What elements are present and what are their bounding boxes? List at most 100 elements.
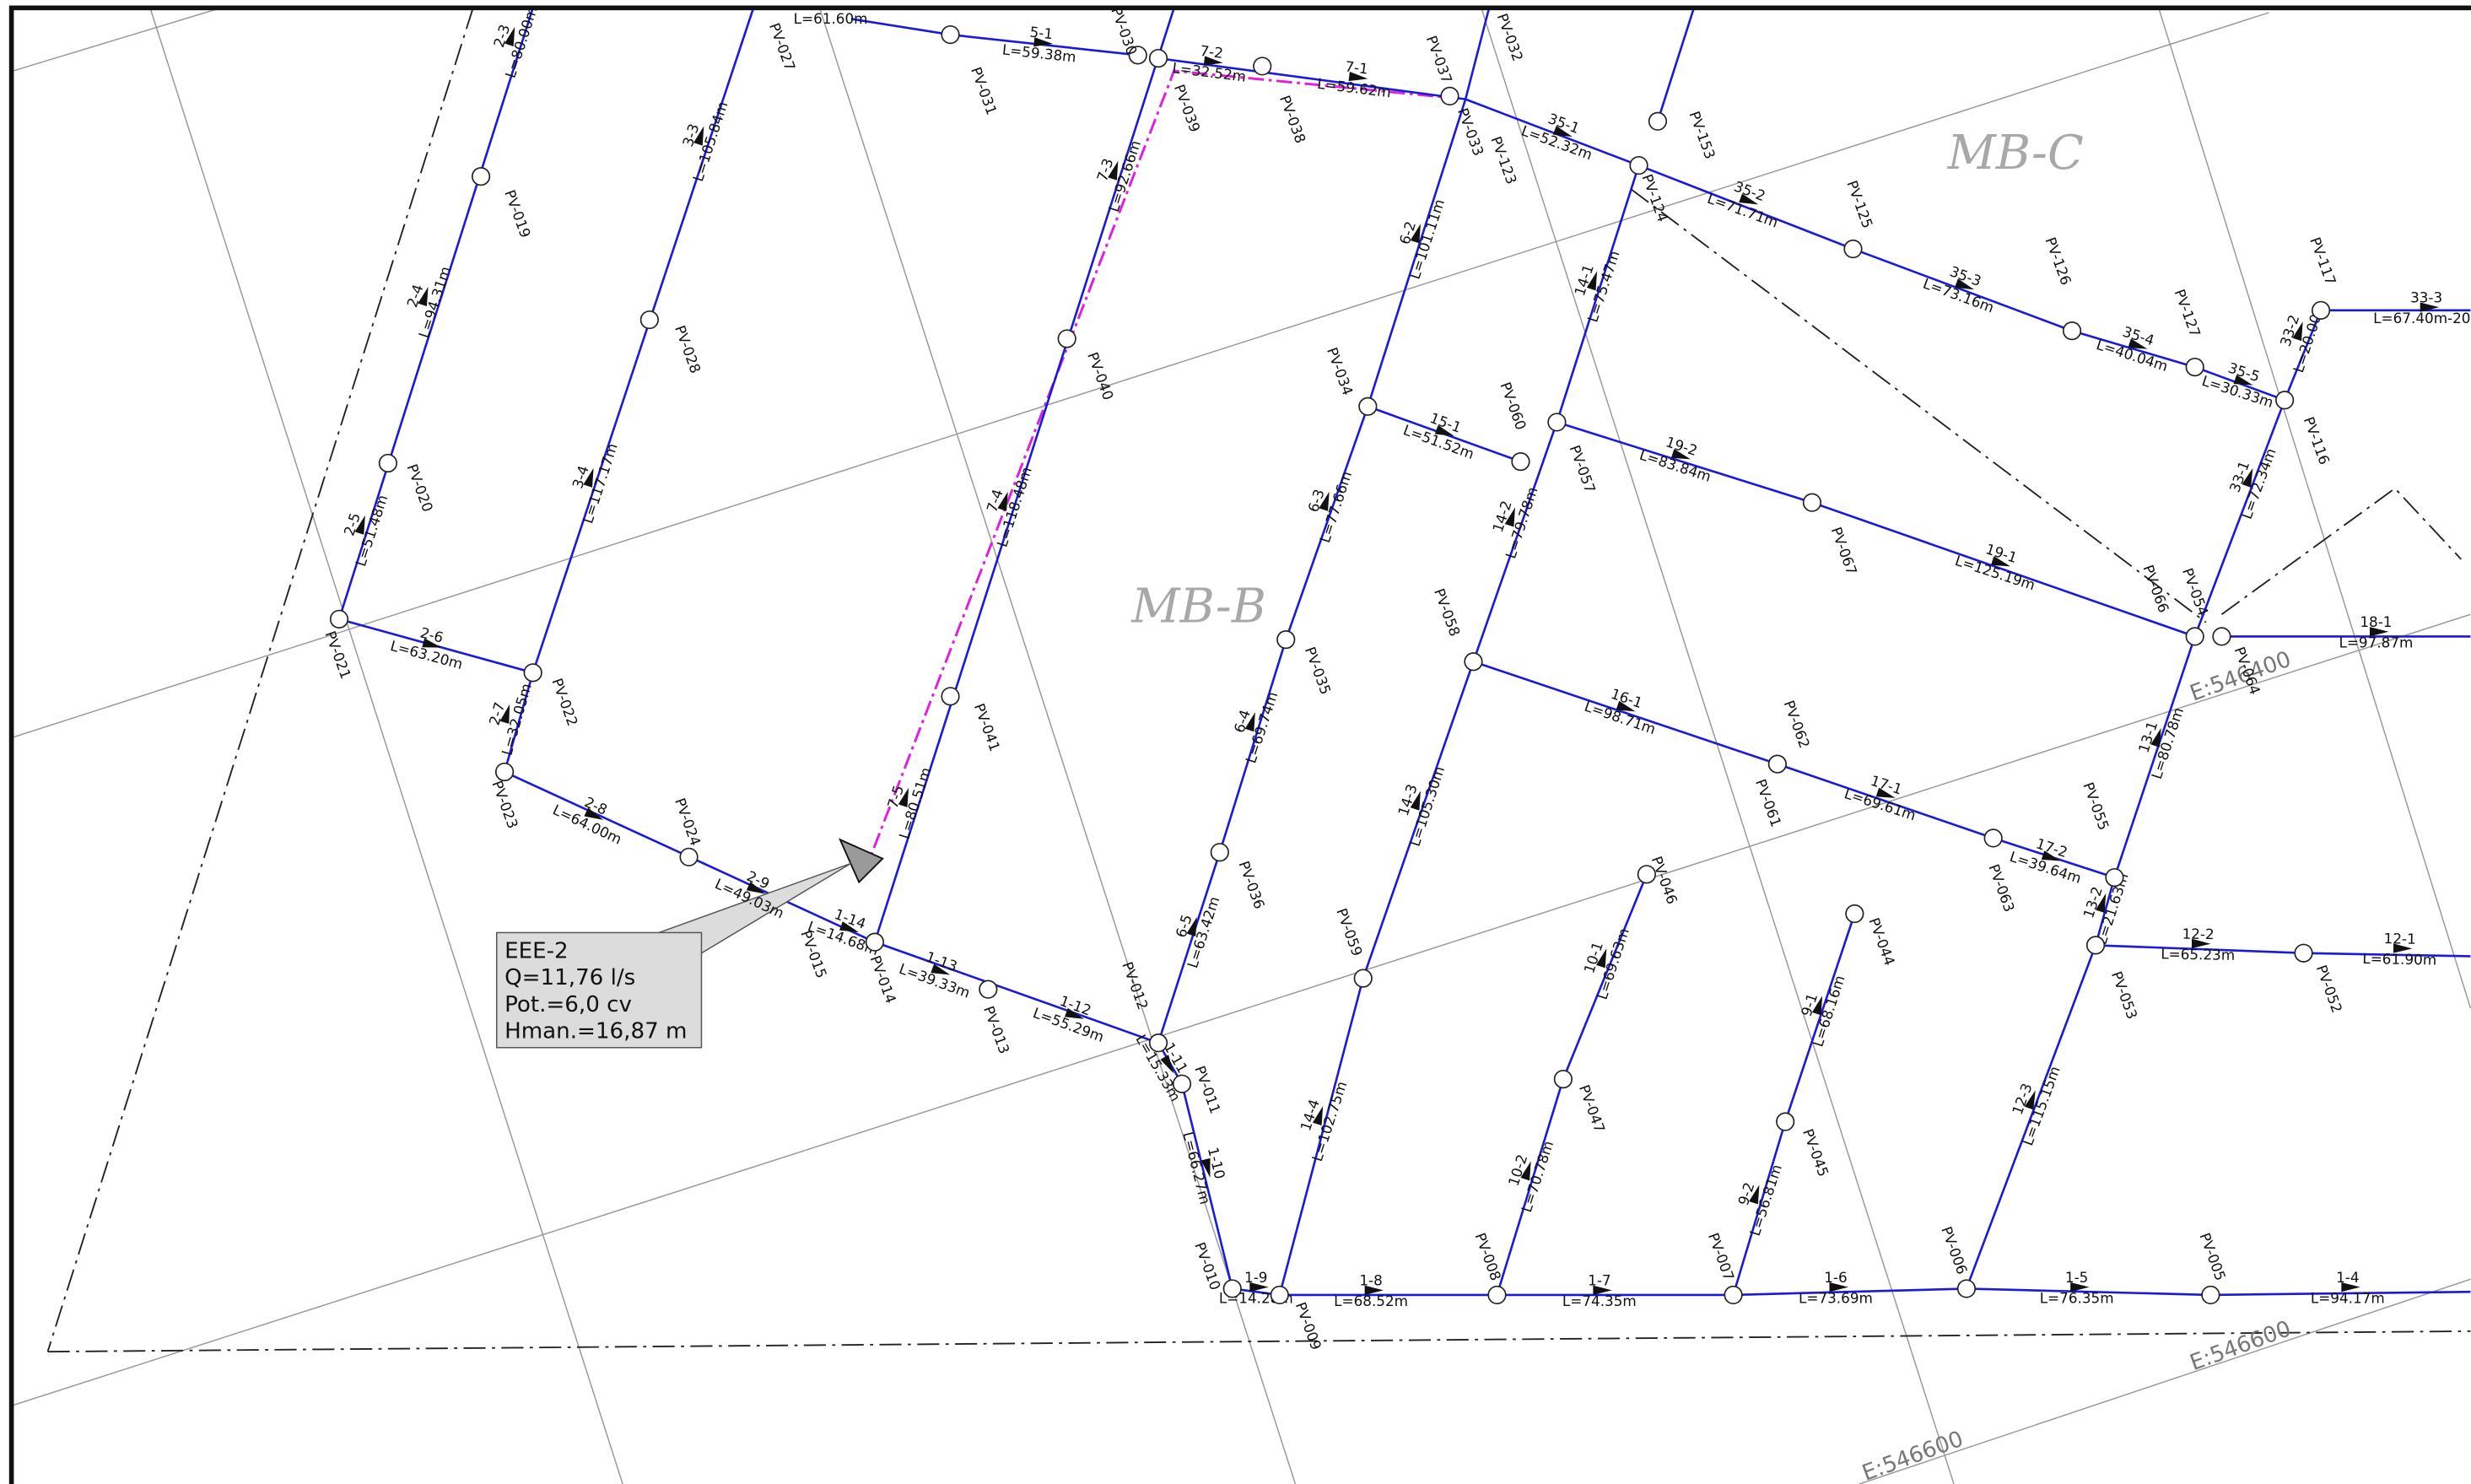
segment-label: L=61.60m: [794, 10, 868, 27]
manhole: [1353, 969, 1373, 988]
segment-length: L=73.69m: [1799, 1289, 1873, 1306]
flow-arrow: [1596, 948, 1607, 969]
flow-arrow: [1065, 1007, 1084, 1019]
segment-length: L=76.35m: [2040, 1289, 2114, 1306]
manhole: [941, 687, 960, 706]
flow-arrow: [2095, 893, 2107, 913]
flow-arrow: [2393, 943, 2413, 953]
flow-arrow: [1670, 449, 1691, 460]
manhole: [1057, 329, 1076, 348]
manhole: [979, 979, 998, 999]
flow-arrow: [1410, 791, 1421, 811]
manhole: [1553, 1069, 1573, 1089]
manhole: [639, 310, 659, 330]
manhole: [1276, 630, 1296, 650]
manhole: [494, 762, 515, 782]
manhole: [2105, 867, 2124, 888]
segment-id: 1-8: [1359, 1272, 1382, 1289]
flow-arrow: [997, 491, 1008, 511]
manhole: [1172, 1074, 1192, 1093]
manhole: [1358, 397, 1378, 416]
segment-id: 1-9: [1244, 1269, 1267, 1286]
segment-id: 33-3: [2410, 289, 2442, 306]
pump-power: Pot.=6,0 cv: [504, 992, 632, 1017]
segment-id: 1-7: [1588, 1272, 1610, 1289]
segment-length: L=67.40m-200: [2373, 310, 2471, 326]
segment-id: 1-5: [2065, 1269, 2088, 1286]
flow-arrow: [931, 963, 951, 975]
flow-arrow: [2150, 727, 2161, 747]
manhole: [2085, 936, 2106, 955]
pump-name: EEE-2: [504, 938, 569, 963]
manhole: [1440, 86, 1459, 106]
flow-arrow: [1593, 1285, 1612, 1295]
flow-arrow: [1319, 491, 1330, 511]
flow-arrow: [2369, 627, 2389, 637]
segment-label: 1-5 L=76.35m: [2040, 1269, 2114, 1306]
force-main: [862, 69, 1450, 875]
flow-arrow: [898, 787, 909, 807]
manhole: [1629, 155, 1648, 175]
manhole: [1843, 239, 1863, 259]
flow-arrow: [1160, 1055, 1174, 1074]
manhole: [2212, 627, 2231, 646]
manhole: [2185, 627, 2204, 646]
segment-label: 1-8 L=68.52m: [1334, 1272, 1408, 1309]
flow-arrow: [1586, 271, 1598, 291]
flow-arrow: [1244, 712, 1255, 732]
segment-label: 1-7 L=74.35m: [1562, 1272, 1637, 1309]
frame: [8, 5, 2471, 1484]
manhole: [1767, 754, 1787, 774]
manhole: [1637, 865, 1656, 884]
segment-label: 7-1L=59.62m: [1316, 57, 1392, 100]
manhole: [1487, 1285, 1507, 1305]
manhole: [1148, 1033, 1168, 1053]
flow-arrow: [354, 515, 365, 535]
manhole: [1464, 652, 1483, 672]
flow-arrow: [1410, 224, 1421, 244]
segment-length: L=97.87m: [2339, 634, 2413, 650]
segment-label: 12-1 L=61.90m: [2362, 930, 2436, 968]
flow-arrow: [693, 126, 704, 146]
manhole: [329, 609, 349, 629]
flow-arrow: [2233, 375, 2253, 386]
flow-arrow: [1434, 424, 1454, 436]
manhole: [1253, 57, 1272, 76]
flow-arrow: [1829, 1282, 1848, 1292]
boundary-fences: [46, 8, 2471, 1353]
segment-length: L=68.52m: [1334, 1292, 1408, 1309]
manhole: [865, 932, 884, 952]
manhole: [1547, 413, 1567, 432]
manhole: [1648, 111, 1668, 131]
manhole: [2294, 943, 2313, 963]
segment-id: 7-1: [1344, 57, 1369, 77]
manhole: [1210, 843, 1229, 862]
pump-flow: Q=11,76 l/s: [504, 965, 635, 990]
flow-arrow: [422, 638, 442, 648]
manhole: [1802, 493, 1822, 512]
flow-arrow: [1364, 1285, 1384, 1295]
segment-length: L=74.35m: [1562, 1292, 1637, 1309]
flow-arrow: [1200, 1158, 1211, 1178]
manhole: [1845, 904, 1864, 924]
segment-length: L=61.60m: [794, 10, 868, 27]
manhole: [1983, 828, 2003, 848]
manhole: [1776, 1112, 1795, 1131]
flow-arrow: [1203, 56, 1223, 66]
flow-arrow: [1749, 1185, 1760, 1205]
segment-id: 1-4: [2336, 1269, 2359, 1286]
segment-label: 12-2 L=65.23m: [2161, 925, 2235, 963]
flow-arrow: [1504, 507, 1515, 527]
manhole: [2311, 300, 2331, 320]
flow-arrow: [499, 704, 510, 724]
pump-station: EEE-2 Q=11,76 l/s Pot.=6,0 cv Hman.=16,8…: [495, 838, 884, 1049]
flow-arrow: [2292, 321, 2303, 342]
manhole: [2201, 1285, 2220, 1305]
manhole: [679, 847, 699, 866]
manhole: [1128, 46, 1147, 65]
flow-arrow: [584, 807, 604, 820]
manhole: [1270, 1285, 1289, 1305]
flow-arrow: [1955, 278, 1975, 290]
flow-arrow: [1991, 556, 2011, 567]
